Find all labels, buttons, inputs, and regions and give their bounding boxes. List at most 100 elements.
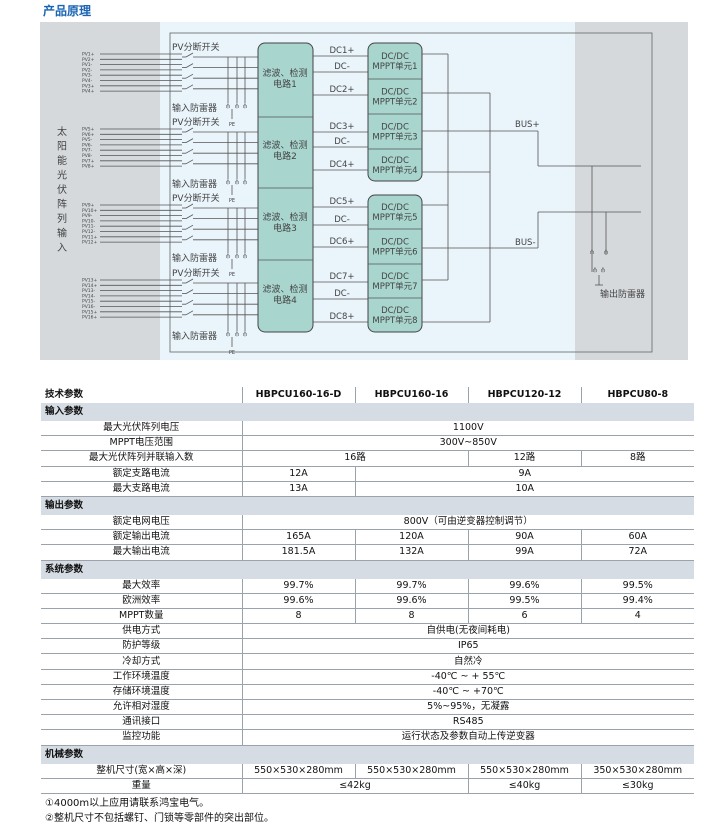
- filter-circuit-label: 电路1: [273, 78, 297, 90]
- dc-label: DC1+: [329, 46, 354, 56]
- section-row: 机械参数: [41, 745, 694, 764]
- pv-label: PV16-: [82, 304, 96, 310]
- param-value: 10A: [354, 481, 694, 497]
- input-side-panel: [40, 22, 160, 360]
- table-row: 防护等级 IP65: [41, 638, 694, 655]
- param-label: 最大输出电流: [41, 544, 242, 561]
- param-value: IP65: [241, 638, 694, 655]
- filter-circuit-label: 滤波、检测: [262, 211, 307, 223]
- section-title: 输出参数: [41, 496, 694, 515]
- param-value: 自供电(无夜间耗电): [241, 623, 694, 640]
- param-value: 99.7%: [354, 578, 468, 594]
- param-value: 8: [354, 608, 468, 625]
- switch-icon: [185, 310, 194, 316]
- table-row: 最大输出电流 181.5A 132A 99A 72A: [41, 544, 694, 561]
- table-row: 额定输出电流 165A 120A 90A 60A: [41, 529, 694, 546]
- mppt-unit-label: MPPT单元2: [372, 97, 417, 108]
- pv-label: PV12-: [82, 229, 96, 235]
- param-value: 99A: [467, 544, 581, 561]
- output-side-panel: [575, 22, 688, 360]
- pv-array-input-label: 能: [57, 154, 67, 167]
- param-value: 300V~850V: [241, 435, 694, 452]
- param-label: MPPT数量: [41, 608, 242, 625]
- dc-label: DC7+: [329, 272, 354, 282]
- bus-plus-label: BUS+: [515, 120, 540, 130]
- table-row: 工作环境温度 -40℃ ~ + 55℃: [41, 669, 694, 685]
- filter-circuit-label: 电路2: [273, 150, 297, 162]
- table-row: 最大光伏阵列电压 1100V: [41, 421, 694, 437]
- pv-label: PV6+: [82, 132, 95, 138]
- pv-label: PV3+: [82, 83, 95, 89]
- mppt-unit-label: DC/DC: [381, 203, 409, 213]
- header-model: HBPCU160-16: [354, 387, 468, 403]
- filter-circuit-label: 电路4: [273, 294, 297, 306]
- pv-label: PV14-: [82, 293, 96, 299]
- surge-arrester-icon: ⫛: [593, 266, 597, 274]
- input-spd-label: 输入防雷器: [172, 252, 217, 264]
- pv-switch-label: PV分断开关: [172, 192, 220, 204]
- mppt-unit-label: DC/DC: [381, 52, 409, 62]
- param-value: 自然冷: [241, 653, 694, 670]
- pv-label: PV5-: [82, 137, 93, 143]
- mppt-unit-label: MPPT单元5: [372, 212, 417, 223]
- param-value: ≤30kg: [580, 778, 694, 794]
- table-row: 允许相对湿度 5%~95%，无凝露: [41, 699, 694, 716]
- pv-array-input-label: 光: [57, 169, 67, 182]
- param-label: 监控功能: [41, 729, 242, 746]
- filter-circuit-label: 滤波、检测: [262, 139, 307, 151]
- param-value: 13A: [241, 481, 355, 497]
- pv-label: PV15-: [82, 299, 96, 305]
- pv-array-input-label: 阵: [57, 198, 67, 211]
- param-value: 12路: [467, 450, 581, 467]
- pv-array-input-label: 列: [57, 212, 67, 225]
- filter-circuit-label: 电路3: [273, 222, 297, 234]
- pv-label: PV7+: [82, 158, 95, 164]
- param-value: 6: [467, 608, 581, 625]
- param-value: 99.5%: [580, 578, 694, 594]
- footnote: ①4000m以上应用请联系鸿宝电气。: [45, 798, 210, 809]
- param-label: 最大支路电流: [41, 481, 242, 497]
- param-label: 整机尺寸(宽×高×深): [41, 763, 242, 779]
- pv-label: PV9-: [82, 213, 93, 219]
- footnotes: ①4000m以上应用请联系鸿宝电气。 ②整机尺寸不包括螺钉、门锁等零部件的突出部…: [45, 796, 274, 826]
- table-row: 存储环境温度 -40℃ ~ +70℃: [41, 684, 694, 701]
- param-value: RS485: [241, 714, 694, 731]
- mppt-unit-label: MPPT单元3: [372, 132, 417, 143]
- surge-arrester-icon: ⫛: [235, 330, 239, 338]
- table-row: 欧洲效率 99.6% 99.6% 99.5% 99.4%: [41, 593, 694, 609]
- param-value: 99.6%: [241, 593, 355, 609]
- pv-label: PV10+: [82, 208, 98, 214]
- pe-label: PE: [229, 198, 235, 204]
- switch-icon: [185, 278, 194, 284]
- param-label: 工作环境温度: [41, 669, 242, 685]
- table-row: 额定支路电流 12A 9A: [41, 466, 694, 482]
- pv-label: PV12+: [82, 240, 98, 246]
- section-title: 输入参数: [41, 403, 694, 421]
- param-value: ≤42kg: [241, 778, 468, 794]
- input-spd-label: 输入防雷器: [172, 178, 217, 190]
- param-label: 额定输出电流: [41, 529, 242, 546]
- pv-label: PV10-: [82, 218, 96, 224]
- dc-label: DC-: [334, 62, 350, 72]
- section-row: 系统参数: [41, 560, 694, 579]
- param-value: 8: [241, 608, 355, 625]
- param-label: MPPT电压范围: [41, 435, 242, 452]
- surge-arrester-icon: ⫛: [243, 330, 247, 338]
- mppt-unit-label: MPPT单元1: [372, 61, 417, 72]
- param-value: 72A: [580, 544, 694, 561]
- surge-arrester-icon: ⫛: [590, 248, 594, 256]
- header-param: 技术参数: [45, 389, 84, 400]
- dc-label: DC-: [334, 137, 350, 147]
- table-row: 最大光伏阵列并联输入数 16路 12路 8路: [41, 450, 694, 467]
- pv-array-input-label: 输: [57, 227, 67, 240]
- surge-arrester-icon: ⫛: [226, 178, 230, 186]
- param-value: 99.5%: [467, 593, 581, 609]
- switch-icon: [185, 84, 194, 90]
- param-value: 60A: [580, 529, 694, 546]
- surge-arrester-icon: ⫛: [226, 102, 230, 110]
- footnote: ②整机尺寸不包括螺钉、门锁等零部件的突出部位。: [45, 813, 274, 824]
- pv-label: PV13-: [82, 288, 96, 294]
- surge-arrester-icon: ⫛: [243, 252, 247, 260]
- dc-label: DC3+: [329, 122, 354, 132]
